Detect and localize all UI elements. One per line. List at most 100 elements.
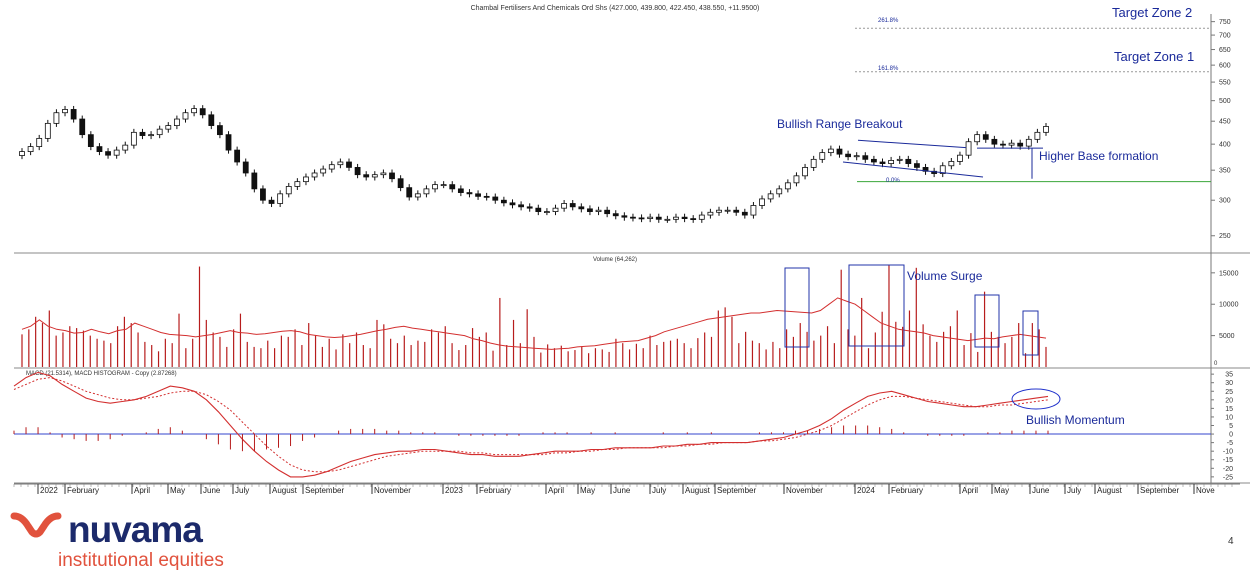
candle-body [1043,126,1049,133]
page-number: 4 [1228,536,1234,547]
candle-body [1008,142,1015,146]
candle-body [251,172,258,190]
candle-body [500,199,507,204]
candle-body [759,198,765,206]
candle-body [698,214,705,220]
candle-body [991,138,998,145]
macd-y-tick-label: -5 [1227,440,1233,447]
price-y-tick-label: 300 [1219,198,1231,205]
candle-body [406,187,413,198]
candle-body [62,109,68,114]
candle-body [53,112,60,124]
candle-body [457,188,464,193]
x-tick-label: May [580,486,595,495]
volume-moving-average [21,297,1047,350]
annotation-target-zone-2: Target Zone 2 [1112,5,1192,20]
candle-body [328,164,335,170]
candle-body [225,134,232,151]
candle-body [440,184,447,187]
candle-body [819,152,826,160]
candle-body [36,137,43,148]
price-y-tick-label: 550 [1219,80,1231,87]
candle-body [260,188,266,201]
candle-body [776,188,783,195]
candle-body [544,211,550,213]
nuvama-logo: nuvama institutional equities [10,508,230,572]
x-tick-label: April [134,486,150,495]
candle-body [741,211,748,216]
macd-y-tick-label: 30 [1225,380,1233,387]
candle-body [70,109,77,120]
candle-body [268,199,275,204]
candle-body [475,193,481,197]
bullish-momentum-ellipse [1011,388,1061,410]
candle-body [113,149,120,156]
channel-upper-line [857,139,967,149]
candle-body [630,216,636,219]
macd-y-tick-label: 5 [1229,423,1233,430]
candle-body [810,158,817,168]
annotation-target-zone-1: Target Zone 1 [1114,49,1194,64]
macd-y-tick-label: -25 [1223,474,1233,481]
candle-body [578,206,585,210]
macd-y-tick-label: -15 [1223,457,1233,464]
candle-body [690,218,697,220]
candle-body [905,158,912,165]
candle-body [612,213,619,217]
candle-body [595,209,602,212]
x-tick-label: June [613,486,631,495]
x-tick-label: August [685,486,711,495]
candle-body [371,174,378,178]
candle-body [397,178,404,189]
candle-body [716,209,722,213]
candle-body [182,112,189,120]
candle-body [750,205,757,216]
x-tick-label: July [1067,486,1081,495]
candle-body [423,188,430,195]
volume-y-tick-label: 15000 [1219,270,1239,277]
candle-body [311,172,318,178]
candle-body [303,176,309,183]
candle-body [552,207,559,212]
fib-label-161: 161.8% [878,66,899,72]
x-tick-label: July [235,486,249,495]
candle-body [535,207,542,212]
candle-body [44,122,51,139]
candle-body [139,131,146,136]
candle-body [432,184,438,190]
candle-body [217,125,223,136]
annotation-bullish-range-breakout: Bullish Range Breakout [777,117,903,131]
candle-body [492,196,499,201]
candle-body [655,216,662,220]
candle-body [965,141,972,156]
volume-zero-label: 0 [1214,361,1218,367]
annotation-higher-base: Higher Base formation [1039,149,1158,163]
candle-body [569,203,576,208]
x-tick-label: May [170,486,185,495]
price-y-tick-label: 650 [1219,47,1231,54]
volume-y-tick-label: 10000 [1219,302,1239,309]
x-tick-label: June [203,486,221,495]
x-tick-label: February [891,486,923,495]
volume-surge-box [1022,310,1039,356]
candle-body [870,158,877,163]
candle-body [509,202,516,206]
x-tick-label: February [67,486,99,495]
candle-body [389,172,395,180]
price-y-tick-label: 450 [1219,119,1231,126]
candle-body [982,134,989,140]
volume-surge-box [784,267,810,348]
candle-body [1017,142,1024,147]
macd-line [13,371,1049,478]
candle-body [130,131,137,146]
macd-signal-line [13,377,1049,473]
price-y-tick-label: 700 [1219,33,1231,40]
x-tick-label: November [374,486,411,495]
x-tick-label: Nove [1196,486,1215,495]
candle-body [122,144,129,151]
candle-body [320,168,327,174]
candle-body [277,193,284,204]
x-tick-label: June [1032,486,1050,495]
